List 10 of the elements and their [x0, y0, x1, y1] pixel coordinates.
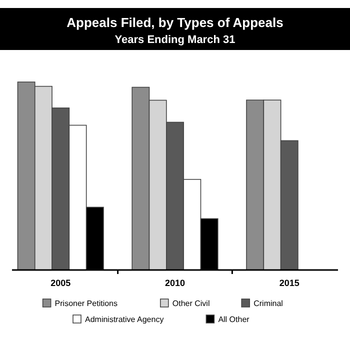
- x-tick-label: 2010: [164, 278, 186, 288]
- legend-label: Criminal: [254, 299, 284, 308]
- legend-label: Prisoner Petitions: [54, 299, 118, 308]
- x-tick-label: 2015: [279, 278, 300, 288]
- chart-title: Appeals Filed, by Types of Appeals: [66, 15, 284, 30]
- x-tick-label: 2005: [50, 278, 71, 288]
- legend-label: Other Civil: [172, 299, 210, 308]
- legend-label: Administrative Agency: [85, 315, 164, 324]
- legend-label: All Other: [218, 315, 250, 324]
- chart-subtitle: Years Ending March 31: [114, 34, 236, 46]
